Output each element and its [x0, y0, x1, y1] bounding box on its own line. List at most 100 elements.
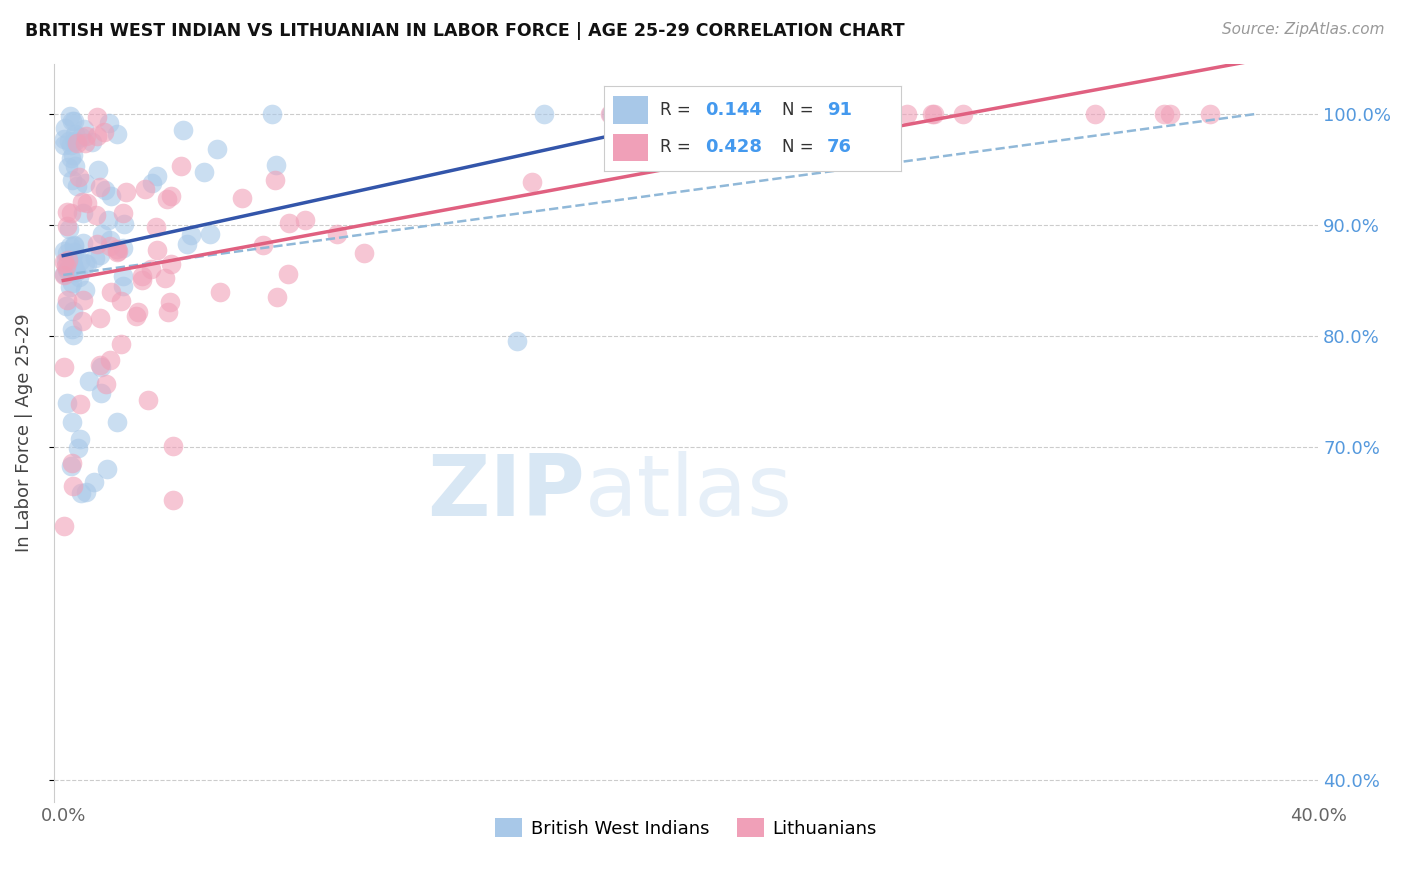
Point: [157, 305, 180, 319]
Point: [127, 305, 149, 319]
Point: [84, 208, 107, 222]
Point: [353, 246, 375, 260]
Point: [112, 206, 135, 220]
Point: [208, 285, 231, 300]
Text: BRITISH WEST INDIAN VS LITHUANIAN IN LABOR FORCE | AGE 25-29 CORRELATION CHART: BRITISH WEST INDIAN VS LITHUANIAN IN LAB…: [25, 22, 905, 40]
Point: [52, 519, 75, 533]
Point: [52, 268, 75, 282]
Point: [62, 304, 84, 318]
Point: [63, 238, 86, 252]
Point: [75, 136, 97, 151]
Point: [69, 432, 91, 446]
Point: [599, 107, 621, 121]
Point: [134, 182, 156, 196]
Point: [533, 107, 555, 121]
Point: [59, 459, 82, 474]
Point: [180, 228, 202, 243]
Point: [100, 239, 122, 253]
Point: [842, 107, 865, 121]
Point: [77, 375, 100, 389]
Point: [98, 352, 121, 367]
Point: [896, 107, 918, 121]
Point: [72, 205, 94, 219]
Point: [90, 385, 112, 400]
Point: [62, 259, 84, 273]
Point: [65, 265, 87, 279]
Point: [264, 173, 287, 187]
Point: [60, 456, 83, 470]
Point: [56, 245, 79, 260]
Point: [73, 255, 96, 269]
Point: [80, 135, 103, 149]
Point: [56, 263, 79, 277]
Point: [200, 227, 222, 241]
Point: [141, 176, 163, 190]
Point: [59, 109, 82, 123]
Point: [264, 159, 287, 173]
Point: [58, 239, 80, 253]
Legend: British West Indians, Lithuanians: British West Indians, Lithuanians: [488, 811, 884, 845]
Point: [53, 131, 76, 145]
Point: [111, 279, 134, 293]
Point: [125, 309, 148, 323]
Point: [105, 415, 128, 429]
Point: [63, 114, 86, 128]
Point: [76, 256, 98, 270]
Point: [294, 212, 316, 227]
Point: [72, 235, 94, 250]
Point: [160, 188, 183, 202]
Point: [156, 192, 179, 206]
Point: [83, 251, 105, 265]
Point: [59, 151, 82, 165]
Text: Source: ZipAtlas.com: Source: ZipAtlas.com: [1222, 22, 1385, 37]
Point: [115, 185, 138, 199]
Point: [55, 121, 77, 136]
Point: [52, 244, 75, 259]
Point: [59, 279, 82, 293]
Point: [160, 257, 183, 271]
Point: [90, 227, 112, 241]
Point: [63, 244, 86, 259]
Point: [62, 259, 84, 273]
Point: [86, 236, 108, 251]
Point: [599, 107, 621, 121]
Point: [59, 206, 82, 220]
Point: [66, 441, 89, 455]
Point: [70, 314, 93, 328]
Point: [73, 121, 96, 136]
Point: [86, 163, 108, 178]
Point: [260, 107, 283, 121]
Point: [645, 107, 668, 121]
Point: [94, 183, 117, 197]
Point: [105, 245, 128, 260]
Point: [53, 267, 76, 281]
Point: [145, 219, 167, 234]
Point: [72, 293, 94, 307]
Point: [804, 107, 827, 121]
Point: [1153, 107, 1175, 121]
Point: [86, 110, 108, 124]
Point: [105, 243, 128, 257]
Point: [162, 438, 184, 452]
Point: [59, 137, 82, 152]
Point: [159, 294, 181, 309]
Point: [231, 191, 253, 205]
Point: [131, 273, 153, 287]
Point: [72, 195, 94, 210]
Point: [70, 130, 93, 145]
Point: [820, 107, 842, 121]
Point: [60, 415, 83, 429]
Point: [326, 227, 349, 242]
Point: [693, 107, 716, 121]
Point: [97, 213, 120, 227]
Point: [146, 169, 169, 183]
Point: [170, 159, 193, 173]
Point: [155, 271, 177, 285]
Point: [89, 358, 111, 372]
Point: [55, 299, 77, 313]
Point: [67, 270, 90, 285]
Point: [60, 250, 83, 264]
Point: [89, 180, 111, 194]
Text: ZIP: ZIP: [427, 450, 585, 533]
Point: [277, 216, 299, 230]
